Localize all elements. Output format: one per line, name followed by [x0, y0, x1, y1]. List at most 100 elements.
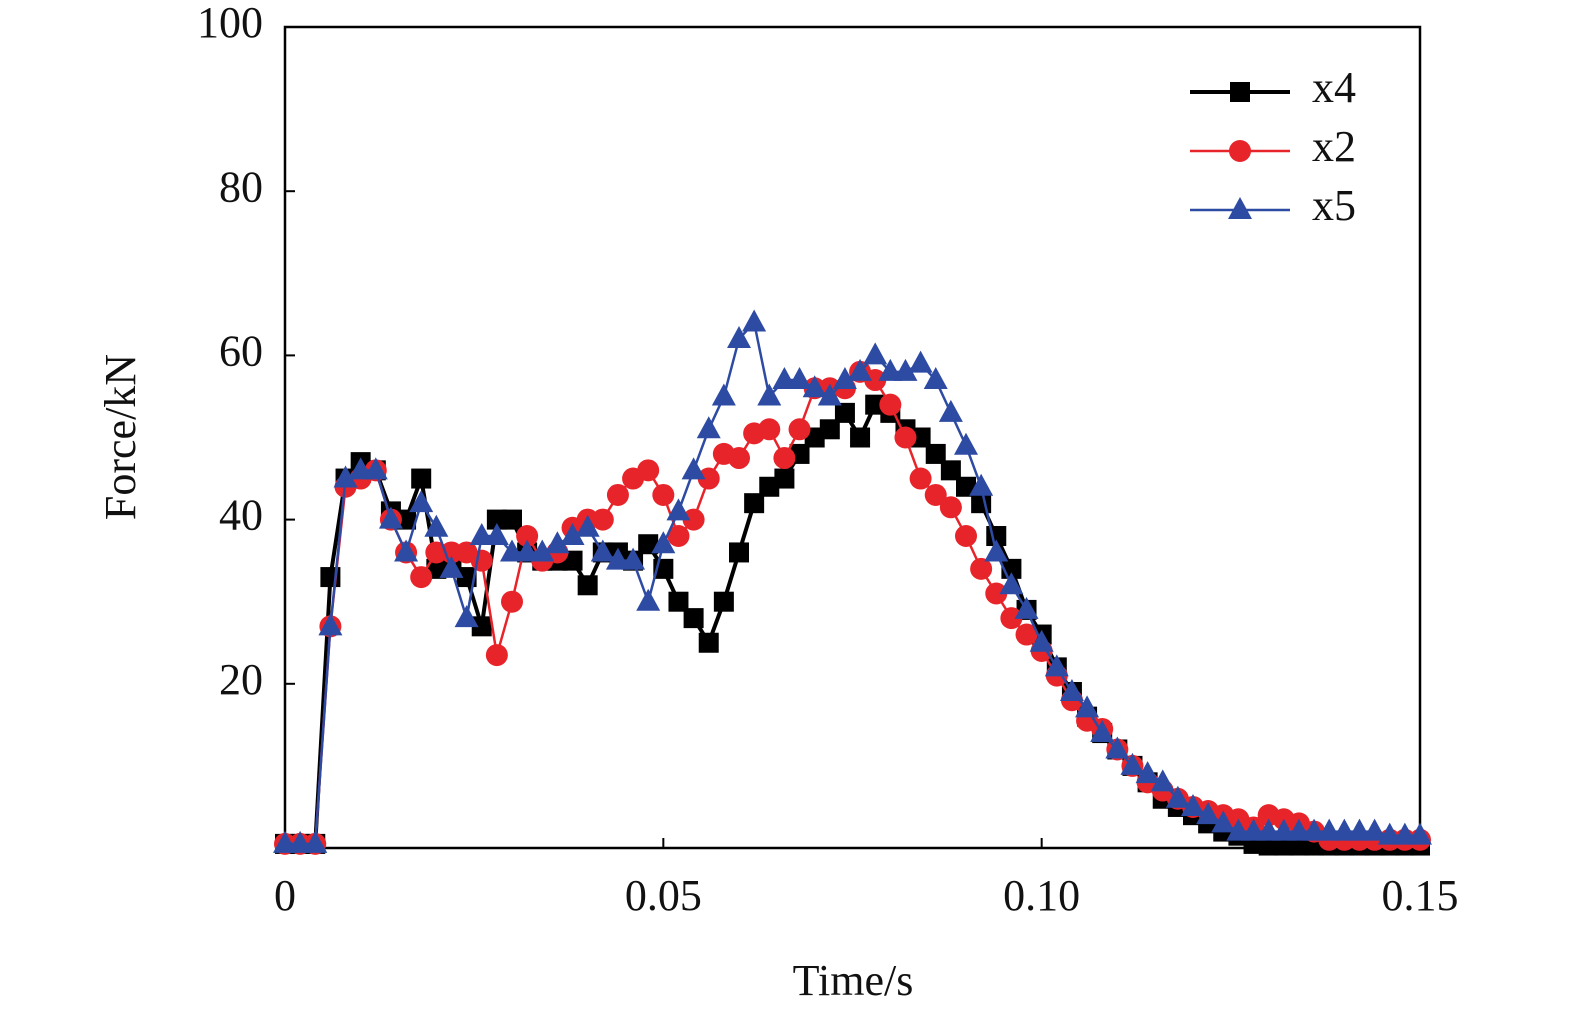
- marker: [1241, 818, 1266, 841]
- marker: [621, 547, 646, 570]
- marker: [396, 509, 417, 530]
- marker: [788, 418, 811, 441]
- marker: [1059, 679, 1084, 702]
- marker: [939, 496, 962, 519]
- legend-label: x2: [1312, 122, 1356, 171]
- marker: [1014, 596, 1039, 619]
- marker: [469, 523, 494, 546]
- marker: [802, 375, 827, 398]
- marker: [456, 567, 477, 588]
- marker: [591, 508, 614, 531]
- marker: [773, 447, 796, 470]
- marker: [759, 476, 780, 497]
- marker: [1090, 720, 1115, 743]
- marker: [728, 447, 750, 470]
- marker: [727, 325, 751, 348]
- marker: [637, 459, 660, 482]
- marker: [683, 608, 704, 629]
- marker: [729, 542, 749, 563]
- marker: [817, 383, 842, 406]
- marker: [908, 350, 933, 373]
- marker: [1332, 818, 1357, 841]
- marker: [485, 644, 508, 667]
- marker: [1000, 607, 1023, 630]
- marker: [971, 493, 992, 514]
- x-tick-label: 0.05: [625, 871, 702, 920]
- marker: [910, 427, 931, 448]
- marker: [333, 465, 358, 488]
- x-tick-label: 0: [274, 871, 296, 920]
- marker: [893, 358, 918, 381]
- series-line: [285, 401, 1420, 848]
- marker: [501, 590, 523, 613]
- marker: [954, 432, 978, 455]
- marker: [651, 531, 676, 554]
- marker: [863, 342, 888, 365]
- marker: [832, 367, 857, 390]
- marker: [471, 616, 492, 637]
- y-tick-label: 40: [219, 491, 263, 540]
- marker: [486, 509, 507, 530]
- marker: [1256, 818, 1281, 841]
- marker: [1196, 802, 1221, 825]
- marker: [668, 591, 689, 612]
- marker: [1120, 752, 1145, 775]
- x-tick-label: 0.10: [1003, 871, 1080, 920]
- marker: [1362, 818, 1387, 841]
- marker: [440, 541, 463, 564]
- marker: [500, 539, 524, 562]
- marker: [894, 426, 917, 449]
- marker: [970, 557, 993, 580]
- marker: [924, 483, 947, 506]
- marker: [787, 367, 812, 390]
- marker: [757, 383, 782, 406]
- marker: [1408, 822, 1432, 845]
- marker: [923, 367, 948, 390]
- marker: [303, 830, 328, 853]
- marker: [819, 419, 840, 440]
- marker: [484, 523, 509, 546]
- marker: [1229, 140, 1251, 162]
- marker: [425, 541, 448, 564]
- marker: [454, 605, 479, 628]
- marker: [363, 457, 388, 480]
- marker: [985, 582, 1008, 605]
- marker: [667, 525, 690, 548]
- marker: [636, 588, 661, 611]
- marker: [545, 531, 570, 554]
- marker: [774, 468, 795, 489]
- marker: [697, 467, 720, 490]
- marker: [940, 460, 961, 481]
- marker: [394, 539, 419, 562]
- marker: [956, 476, 976, 497]
- marker: [606, 483, 629, 506]
- y-tick-label: 60: [219, 326, 263, 375]
- marker: [1075, 695, 1100, 718]
- marker: [424, 514, 449, 537]
- marker: [969, 473, 994, 496]
- marker: [758, 418, 781, 441]
- marker: [516, 525, 539, 548]
- marker: [711, 383, 736, 406]
- marker: [590, 539, 615, 562]
- marker: [1302, 818, 1327, 841]
- marker: [409, 490, 434, 513]
- marker: [273, 830, 297, 853]
- marker: [502, 509, 522, 530]
- marker: [605, 547, 630, 570]
- marker: [410, 566, 433, 589]
- marker: [1105, 736, 1130, 759]
- marker: [1347, 818, 1372, 841]
- marker: [439, 555, 464, 578]
- y-axis-label: Force/kN: [96, 354, 145, 520]
- marker: [577, 575, 598, 596]
- marker: [1150, 769, 1175, 792]
- marker: [1044, 654, 1069, 677]
- marker: [1181, 793, 1205, 816]
- marker: [696, 416, 721, 439]
- marker: [1377, 822, 1402, 845]
- marker: [1226, 818, 1251, 841]
- marker: [348, 457, 373, 480]
- marker: [698, 632, 719, 653]
